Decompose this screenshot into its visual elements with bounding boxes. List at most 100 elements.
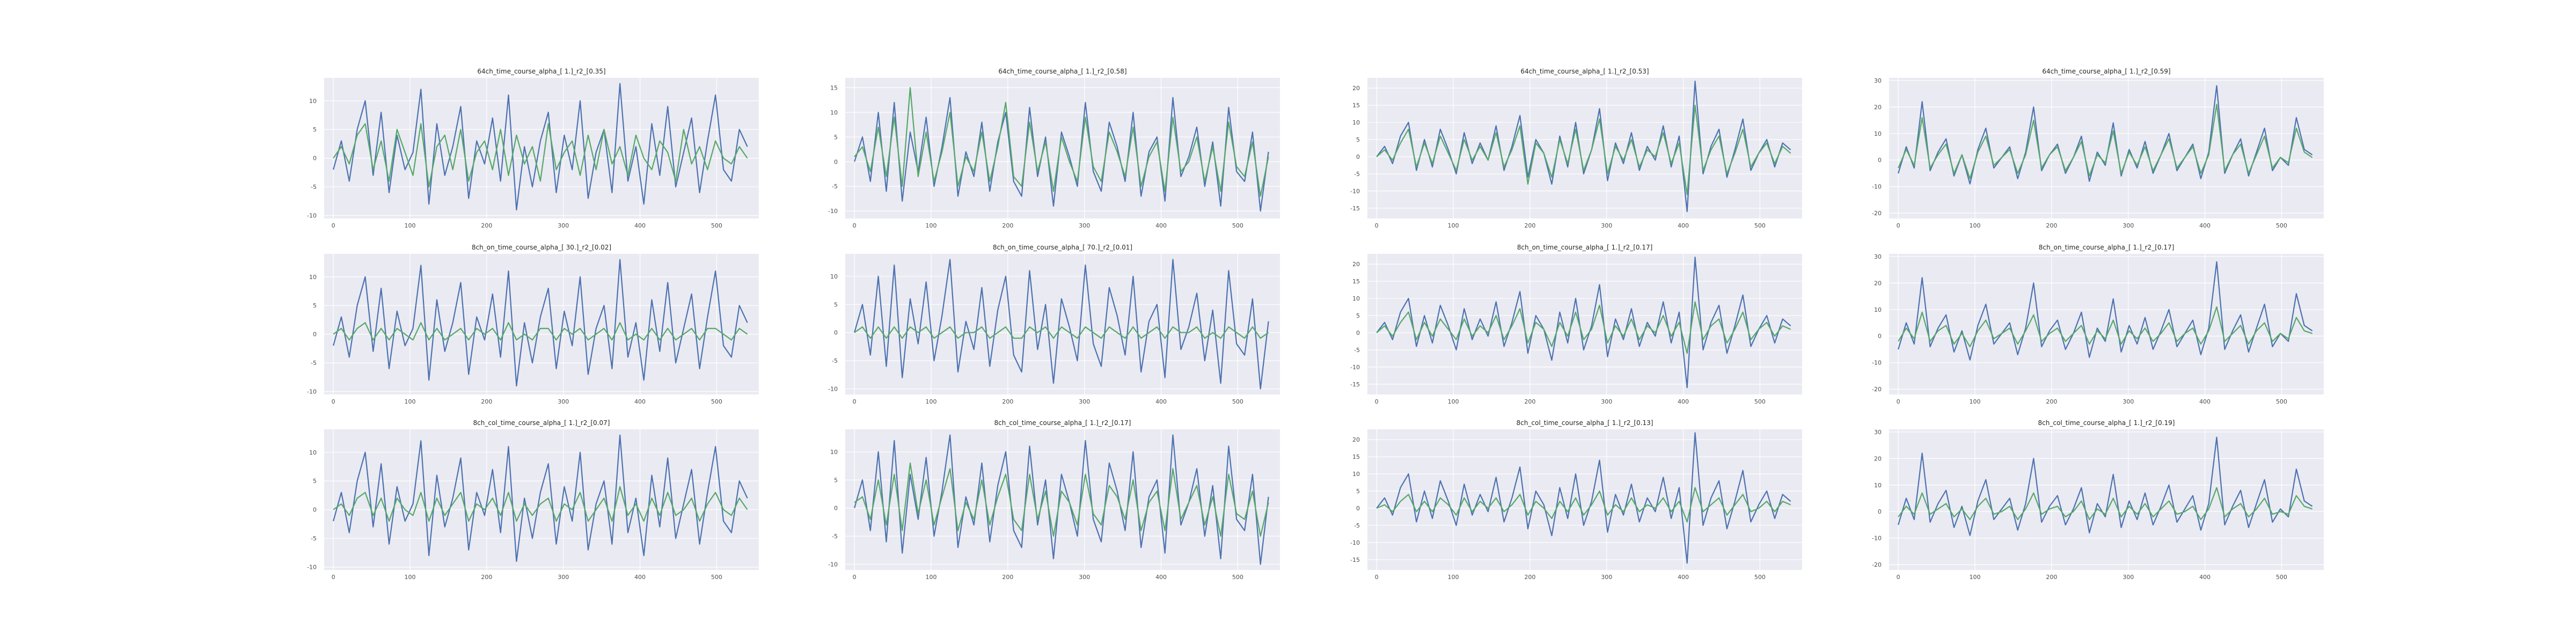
x-tick-label: 0 <box>1897 398 1900 405</box>
y-tick-label: 5 <box>1356 488 1360 495</box>
x-tick-label: 500 <box>1754 574 1766 581</box>
y-tick-label: 30 <box>1874 77 1882 84</box>
y-tick-label: 5 <box>313 478 317 485</box>
subplot-title: 8ch_col_time_course_alpha_[ 1.]_r2_[0.13… <box>1517 419 1653 427</box>
y-tick-label: -5 <box>311 184 317 191</box>
x-tick-label: 0 <box>332 574 335 581</box>
x-tick-label: 0 <box>332 222 335 229</box>
subplot-7: 0 100 200 300 400 500 -15 -10 -5 0 5 10 15 20 8ch_on_t… <box>1350 244 1802 405</box>
plot-area <box>324 429 759 570</box>
y-tick-label: -15 <box>1350 557 1360 564</box>
plot-area <box>1367 429 1802 570</box>
y-tick-label: 30 <box>1874 253 1882 260</box>
y-tick-label: 0 <box>1356 330 1360 336</box>
x-tick-label: 400 <box>634 398 646 405</box>
subplot-title: 8ch_on_time_course_alpha_[ 70.]_r2_[0.01… <box>993 244 1132 251</box>
x-tick-label: 400 <box>2199 222 2211 229</box>
series-line-blue <box>333 434 748 562</box>
x-tick-label: 400 <box>1155 222 1167 229</box>
y-tick-label: 10 <box>830 449 838 456</box>
series-line-green <box>854 87 1269 197</box>
series-line-blue <box>1898 436 2313 536</box>
x-tick-label: 200 <box>481 574 492 581</box>
x-tick-label: 300 <box>1079 398 1090 405</box>
y-tick-label: 5 <box>834 477 838 484</box>
subplot-2: 0 100 200 300 400 500 -10 -5 0 5 10 15 64ch_time_cou… <box>828 68 1280 229</box>
y-tick-label: -10 <box>828 561 838 568</box>
y-tick-label: 10 <box>309 98 317 105</box>
subplot-4: 0 100 200 300 400 500 -20 -10 0 10 20 30 64ch_time_c… <box>1872 68 2324 229</box>
subplot-title: 8ch_col_time_course_alpha_[ 1.]_r2_[0.07… <box>473 419 610 427</box>
y-tick-label: -10 <box>1350 539 1360 546</box>
x-tick-label: 300 <box>1601 222 1612 229</box>
y-tick-label: 0 <box>313 507 317 514</box>
subplot-5: 0 100 200 300 400 500 -10 -5 0 5 10 8ch_on_time_cou… <box>307 244 759 405</box>
x-tick-label: 400 <box>1155 574 1167 581</box>
y-tick-label: -5 <box>1354 171 1360 178</box>
y-tick-label: -10 <box>1872 535 1882 542</box>
series-line-green <box>333 123 748 188</box>
y-tick-label: 5 <box>313 126 317 133</box>
y-tick-label: 0 <box>1356 505 1360 512</box>
plot-area <box>1889 254 2324 394</box>
y-tick-label: 5 <box>834 301 838 308</box>
x-tick-label: 100 <box>405 398 416 405</box>
x-tick-label: 0 <box>853 574 857 581</box>
x-tick-label: 100 <box>405 574 416 581</box>
x-tick-label: 200 <box>2046 398 2057 405</box>
x-tick-label: 300 <box>1079 574 1090 581</box>
series-line-green <box>333 486 748 522</box>
y-tick-label: -5 <box>832 533 838 540</box>
y-tick-label: 0 <box>834 505 838 512</box>
subplot-9: 0 100 200 300 400 500 -10 -5 0 5 10 8ch_col_time_co… <box>307 419 759 581</box>
x-tick-label: 0 <box>1375 574 1379 581</box>
y-tick-label: 10 <box>830 109 838 116</box>
x-tick-label: 0 <box>1897 574 1900 581</box>
x-tick-label: 500 <box>1232 222 1243 229</box>
y-tick-label: -10 <box>828 208 838 215</box>
y-tick-label: 10 <box>1874 306 1882 313</box>
x-tick-label: 400 <box>1678 398 1689 405</box>
y-tick-label: 15 <box>1352 102 1360 109</box>
x-tick-label: 100 <box>926 398 937 405</box>
x-tick-label: 500 <box>1232 574 1243 581</box>
plot-area <box>1367 254 1802 394</box>
subplot-3: 0 100 200 300 400 500 -15 -10 -5 0 5 10 15 20 64ch_tim… <box>1350 68 1802 229</box>
y-tick-label: 20 <box>1874 104 1882 111</box>
subplot-title: 8ch_on_time_course_alpha_[ 1.]_r2_[0.17] <box>2039 244 2175 251</box>
subplot-6: 0 100 200 300 400 500 -10 -5 0 5 10 8ch_on_time_cou… <box>828 244 1280 405</box>
plot-area <box>324 254 759 394</box>
subplot-1: 0 100 200 300 400 500 -10 -5 0 5 10 64ch_time_cours… <box>307 68 759 229</box>
x-tick-label: 300 <box>558 222 569 229</box>
x-tick-label: 100 <box>1448 398 1459 405</box>
y-tick-label: 0 <box>834 330 838 336</box>
x-tick-label: 0 <box>332 398 335 405</box>
y-tick-label: 0 <box>1878 333 1882 340</box>
x-tick-label: 400 <box>1678 574 1689 581</box>
y-tick-label: 0 <box>313 155 317 162</box>
y-tick-label: 5 <box>834 134 838 141</box>
x-tick-label: 200 <box>2046 574 2057 581</box>
y-tick-label: -10 <box>828 386 838 393</box>
y-tick-label: 0 <box>1878 157 1882 164</box>
y-tick-label: 20 <box>1874 280 1882 287</box>
y-tick-label: -5 <box>311 535 317 542</box>
x-tick-label: 500 <box>711 574 722 581</box>
x-tick-label: 300 <box>1601 574 1612 581</box>
series-line-blue <box>1898 261 2313 361</box>
y-tick-label: -5 <box>1354 522 1360 529</box>
x-tick-label: 200 <box>1524 574 1535 581</box>
plot-area <box>1889 78 2324 218</box>
y-tick-label: -10 <box>307 564 317 571</box>
series-line-blue <box>1376 80 1791 213</box>
y-tick-label: -5 <box>832 357 838 364</box>
y-tick-label: 10 <box>1352 119 1360 126</box>
x-tick-label: 300 <box>558 574 569 581</box>
x-tick-label: 100 <box>1970 398 1981 405</box>
x-tick-label: 100 <box>1970 574 1981 581</box>
y-tick-label: -20 <box>1872 561 1882 568</box>
subplot-title: 8ch_on_time_course_alpha_[ 1.]_r2_[0.17] <box>1517 244 1653 251</box>
y-tick-label: 15 <box>830 84 838 91</box>
y-tick-label: -10 <box>307 389 317 396</box>
